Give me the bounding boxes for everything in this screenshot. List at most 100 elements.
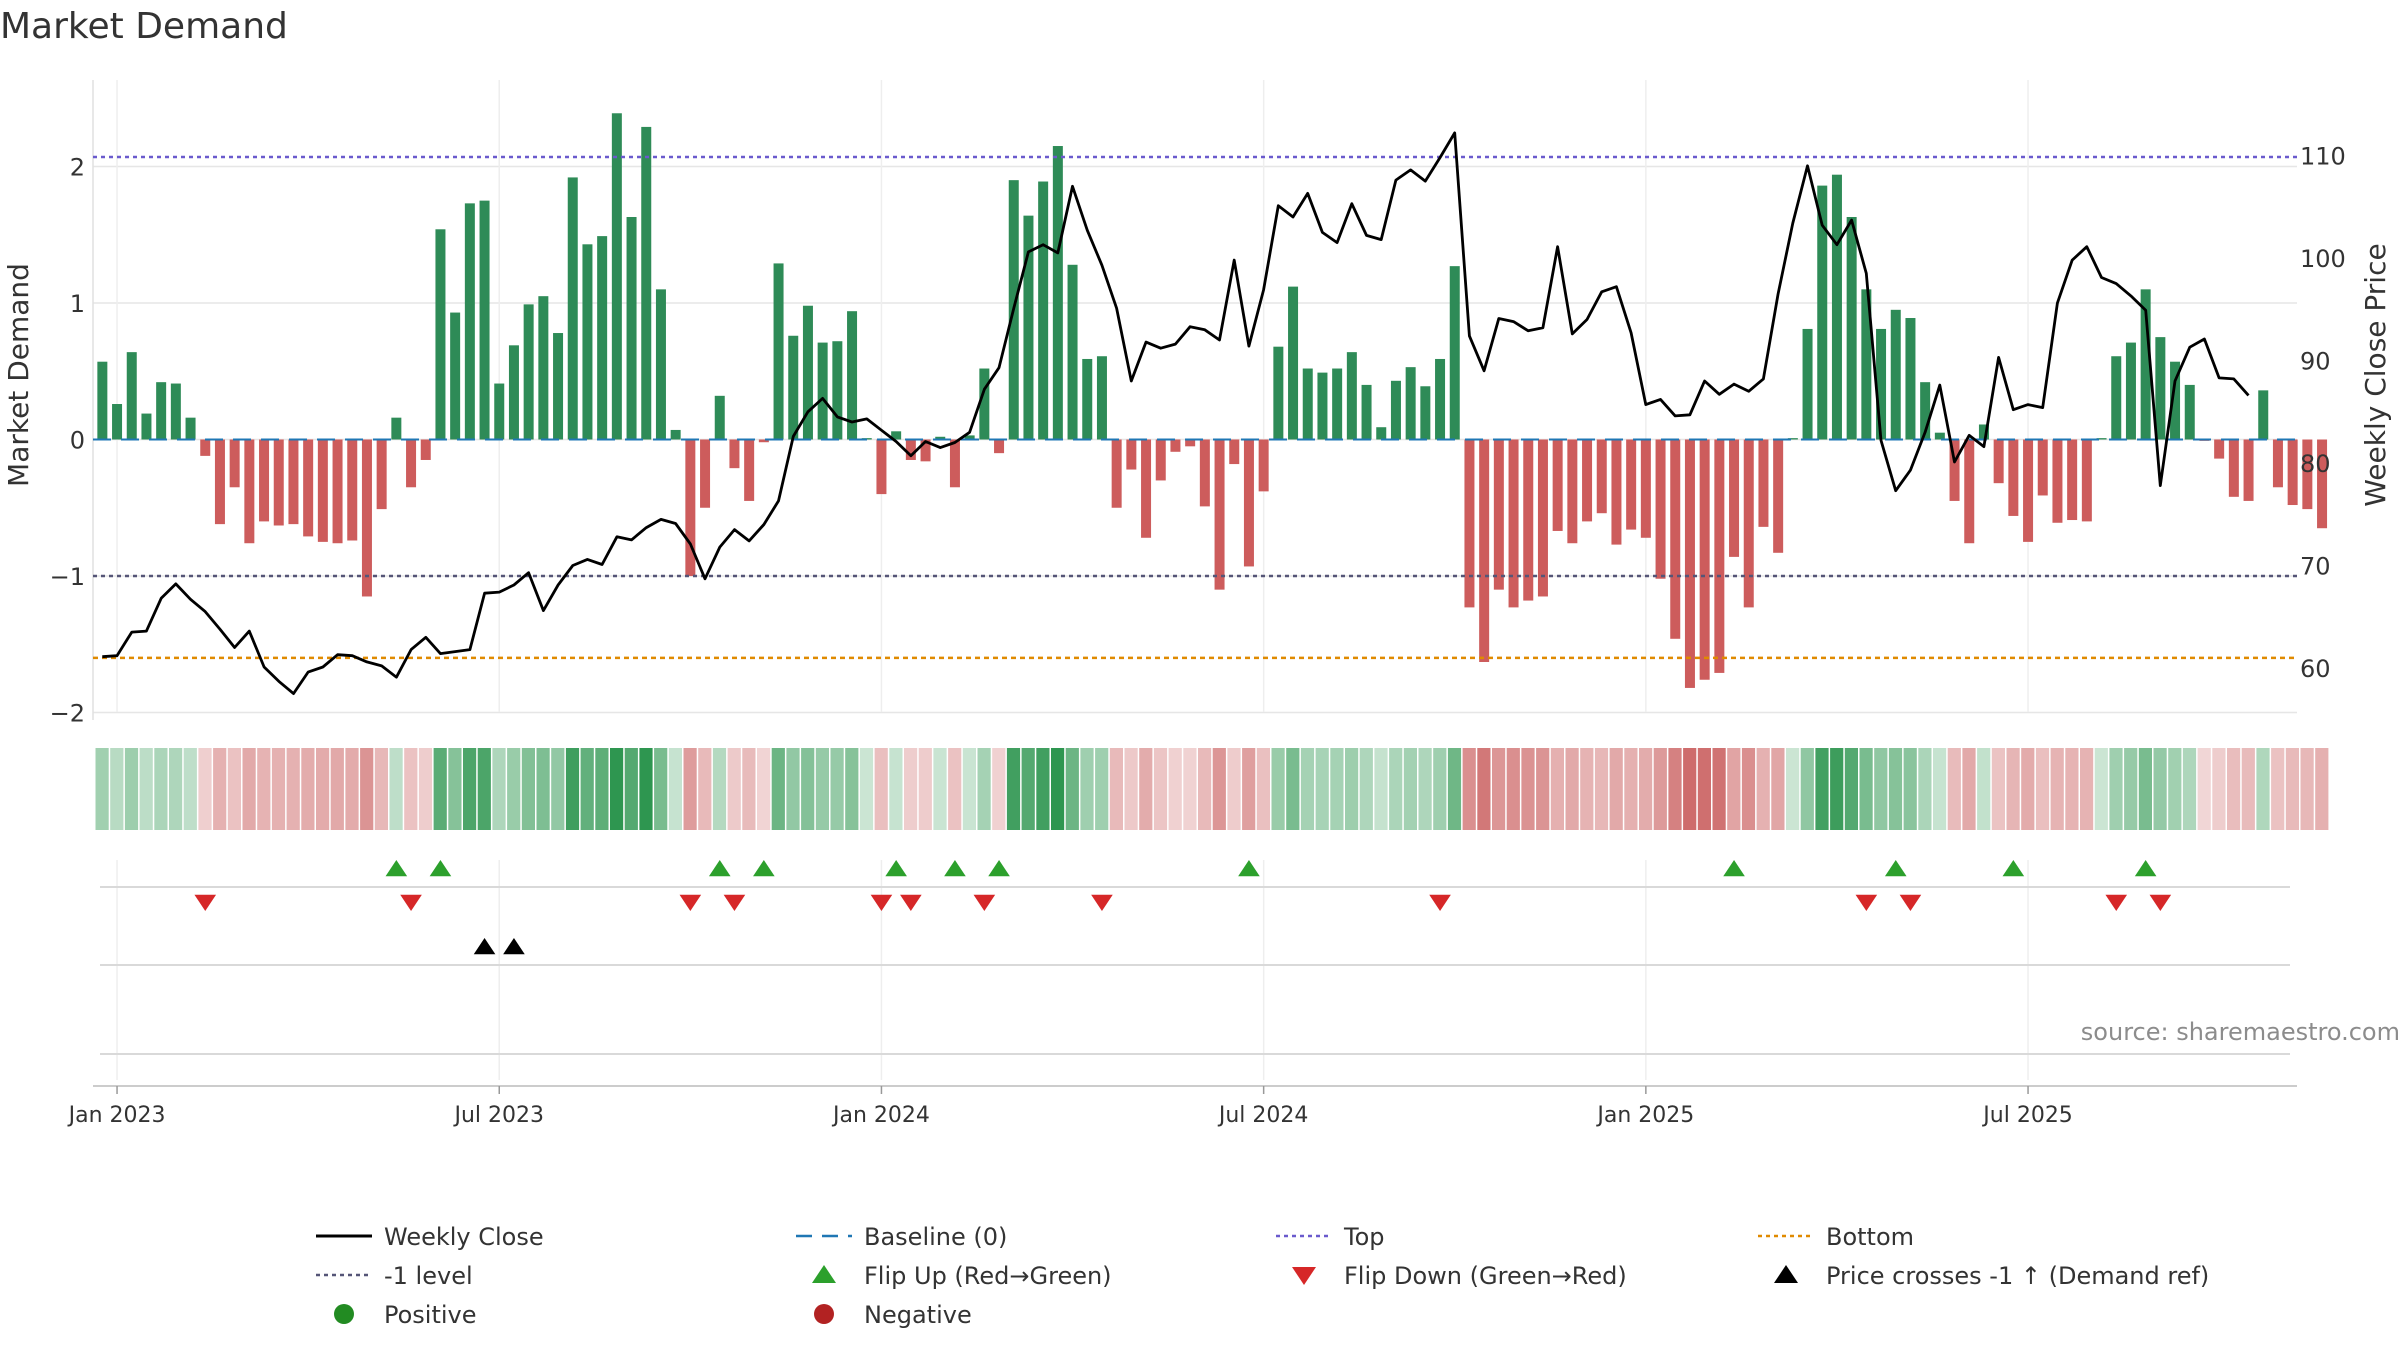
- demand-bar: [2258, 390, 2269, 440]
- color-band-cell: [1153, 748, 1168, 830]
- price-cross-marker: [473, 938, 496, 955]
- demand-bar: [1537, 439, 1548, 597]
- color-band-cell: [1565, 748, 1579, 830]
- demand-bar: [406, 439, 417, 488]
- color-band-cell: [1286, 748, 1300, 830]
- demand-bar: [1582, 439, 1593, 522]
- demand-bar: [2081, 439, 2092, 522]
- color-band-cell: [683, 748, 697, 830]
- color-band-cell: [1036, 748, 1050, 830]
- flip-down-marker: [2105, 894, 2128, 911]
- color-band-cell: [227, 748, 241, 830]
- demand-bar: [994, 439, 1005, 454]
- demand-bar: [2023, 439, 2034, 542]
- flip-down-marker: [400, 894, 422, 911]
- demand-bar: [1964, 439, 1975, 544]
- color-band-cell: [1859, 748, 1873, 830]
- legend-label: Flip Up (Red→Green): [864, 1262, 1112, 1290]
- demand-bar: [1185, 439, 1196, 447]
- color-band-cell: [1198, 748, 1212, 830]
- flip-up-marker: [2002, 860, 2025, 877]
- demand-bar: [597, 236, 608, 440]
- color-band-cell: [330, 748, 344, 830]
- color-band-cell: [1888, 748, 1903, 830]
- demand-bar: [1876, 328, 1887, 440]
- demand-bar: [1493, 439, 1504, 590]
- color-band-cell: [904, 748, 918, 830]
- demand-bar: [1949, 439, 1960, 501]
- demand-bar: [1787, 438, 1798, 440]
- flip-down-marker: [1429, 894, 1451, 911]
- color-band-cell: [757, 748, 771, 830]
- demand-bar: [1640, 439, 1651, 538]
- demand-bar: [317, 439, 328, 542]
- demand-bar: [1861, 289, 1872, 440]
- demand-bar: [920, 439, 931, 462]
- demand-bar: [2228, 439, 2239, 497]
- demand-bar: [141, 413, 152, 440]
- color-band-cell: [1918, 748, 1932, 830]
- color-band-cell: [1359, 748, 1373, 830]
- demand-bar: [303, 439, 314, 537]
- demand-bar: [1464, 439, 1475, 608]
- demand-bar: [273, 439, 284, 526]
- color-band-cell: [1300, 748, 1315, 830]
- y-tick-label: 1: [70, 290, 85, 318]
- color-band-cell: [2168, 748, 2182, 830]
- color-band-cell: [948, 748, 962, 830]
- legend-item: Top: [1276, 1223, 1385, 1251]
- demand-bar: [773, 263, 784, 440]
- flip-down-marker: [1855, 894, 1878, 911]
- legend-item: Negative: [814, 1301, 972, 1329]
- color-band-cell: [2094, 748, 2108, 830]
- color-band-cell: [1477, 748, 1491, 830]
- demand-bar: [538, 296, 549, 440]
- x-tick-label: Jul 2023: [452, 1103, 544, 1128]
- legend-item: Price crosses -1 ↑ (Demand ref): [1774, 1262, 2209, 1290]
- legend-label: Flip Down (Green→Red): [1344, 1262, 1627, 1290]
- demand-bar: [1273, 346, 1284, 440]
- demand-bar: [626, 217, 637, 440]
- demand-bar: [347, 439, 358, 541]
- legend-swatch: [812, 1265, 836, 1283]
- demand-bar: [611, 113, 622, 440]
- demand-bar: [2111, 356, 2122, 440]
- demand-bar: [1243, 439, 1254, 567]
- y2-tick-label: 100: [2300, 245, 2346, 273]
- flip-up-marker: [944, 860, 966, 877]
- color-band-cell: [1345, 748, 1359, 830]
- color-band-cell: [2021, 748, 2035, 830]
- color-band-cell: [286, 748, 300, 830]
- flip-up-marker: [708, 860, 731, 877]
- demand-bar: [1096, 356, 1107, 440]
- legend-item: Flip Down (Green→Red): [1292, 1262, 1627, 1290]
- demand-bar: [1420, 386, 1431, 440]
- demand-bar: [170, 383, 181, 440]
- legend: Weekly Close Baseline (0) Top Bottom -1 leve…: [316, 1223, 2209, 1329]
- color-band-cell: [1315, 748, 1329, 830]
- color-band-cell: [1550, 748, 1564, 830]
- color-band-cell: [213, 748, 227, 830]
- demand-bar: [332, 439, 343, 544]
- color-band-cell: [536, 748, 550, 830]
- demand-bar: [1479, 439, 1490, 662]
- color-band-cell: [110, 748, 124, 830]
- demand-bar: [450, 312, 461, 440]
- reference-lines: [93, 155, 2297, 660]
- demand-bar: [1831, 174, 1842, 440]
- demand-bar: [1052, 146, 1063, 440]
- color-band-cell: [1609, 748, 1623, 830]
- flip-up-marker: [2134, 860, 2157, 877]
- demand-bar: [670, 429, 681, 440]
- color-band-cell: [374, 748, 388, 830]
- demand-bar: [847, 311, 858, 440]
- demand-bar: [876, 439, 887, 495]
- demand-bar: [2096, 438, 2107, 440]
- color-band-cell: [418, 748, 433, 830]
- demand-bar: [1729, 439, 1740, 557]
- demand-bar: [685, 439, 696, 576]
- color-band-cell: [1624, 748, 1638, 830]
- color-band-cell: [404, 748, 418, 830]
- demand-bar: [479, 200, 490, 440]
- color-band-cell: [771, 748, 785, 830]
